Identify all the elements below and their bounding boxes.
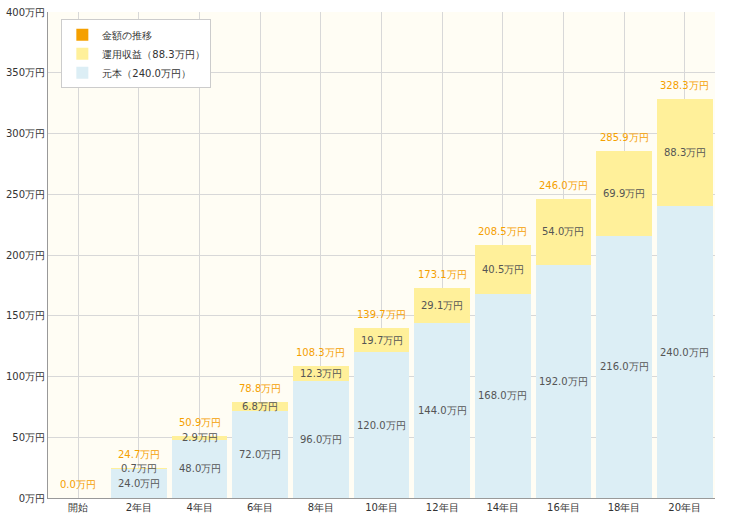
svg-text:144.0万円: 144.0万円 (418, 405, 467, 416)
svg-text:108.3万円: 108.3万円 (296, 347, 345, 358)
svg-text:100万円: 100万円 (6, 371, 45, 382)
svg-text:24.0万円: 24.0万円 (118, 478, 160, 489)
svg-text:150万円: 150万円 (6, 310, 45, 321)
svg-text:2.9万円: 2.9万円 (182, 432, 218, 443)
svg-text:78.8万円: 78.8万円 (239, 383, 281, 394)
svg-text:192.0万円: 192.0万円 (539, 376, 588, 387)
svg-text:50.9万円: 50.9万円 (179, 417, 221, 428)
svg-text:14年目: 14年目 (486, 502, 519, 513)
svg-text:6.8万円: 6.8万円 (242, 401, 278, 412)
svg-text:48.0万円: 48.0万円 (179, 463, 221, 474)
svg-text:69.9万円: 69.9万円 (603, 188, 645, 199)
svg-text:96.0万円: 96.0万円 (300, 434, 342, 445)
svg-text:139.7万円: 139.7万円 (357, 309, 406, 320)
svg-text:29.1万円: 29.1万円 (421, 300, 463, 311)
svg-text:200万円: 200万円 (6, 250, 45, 261)
svg-text:208.5万円: 208.5万円 (478, 226, 527, 237)
svg-text:40.5万円: 40.5万円 (482, 264, 524, 275)
svg-text:54.0万円: 54.0万円 (542, 226, 584, 237)
svg-text:10年目: 10年目 (365, 502, 398, 513)
svg-text:運用収益（88.3万円）: 運用収益（88.3万円） (102, 49, 204, 60)
svg-text:168.0万円: 168.0万円 (478, 390, 527, 401)
svg-text:20年目: 20年目 (668, 502, 701, 513)
svg-text:328.3万円: 328.3万円 (660, 80, 709, 91)
svg-text:0万円: 0万円 (19, 493, 45, 504)
svg-text:12.3万円: 12.3万円 (300, 368, 342, 379)
svg-text:246.0万円: 246.0万円 (539, 180, 588, 191)
svg-text:173.1万円: 173.1万円 (418, 269, 467, 280)
svg-text:金額の推移: 金額の推移 (102, 30, 152, 41)
svg-text:88.3万円: 88.3万円 (664, 147, 706, 158)
svg-text:350万円: 350万円 (6, 67, 45, 78)
svg-text:8年目: 8年目 (308, 502, 334, 513)
svg-text:19.7万円: 19.7万円 (361, 335, 403, 346)
svg-text:0.7万円: 0.7万円 (121, 463, 157, 474)
svg-text:18年目: 18年目 (608, 502, 641, 513)
svg-text:285.9万円: 285.9万円 (600, 132, 649, 143)
svg-text:0.0万円: 0.0万円 (60, 479, 96, 490)
svg-text:300万円: 300万円 (6, 128, 45, 139)
svg-text:50万円: 50万円 (12, 432, 45, 443)
svg-text:400万円: 400万円 (6, 7, 45, 18)
svg-text:開始: 開始 (68, 502, 88, 513)
svg-text:2年目: 2年目 (126, 502, 152, 513)
svg-text:12年目: 12年目 (426, 502, 459, 513)
svg-text:250万円: 250万円 (6, 189, 45, 200)
svg-text:72.0万円: 72.0万円 (239, 449, 281, 460)
svg-text:216.0万円: 216.0万円 (600, 361, 649, 372)
svg-text:240.0万円: 240.0万円 (660, 347, 709, 358)
svg-text:16年目: 16年目 (547, 502, 580, 513)
svg-text:120.0万円: 120.0万円 (357, 420, 406, 431)
svg-text:24.7万円: 24.7万円 (118, 449, 160, 460)
svg-text:元本（240.0万円）: 元本（240.0万円） (102, 68, 191, 79)
svg-text:6年目: 6年目 (247, 502, 273, 513)
svg-text:4年目: 4年目 (186, 502, 212, 513)
